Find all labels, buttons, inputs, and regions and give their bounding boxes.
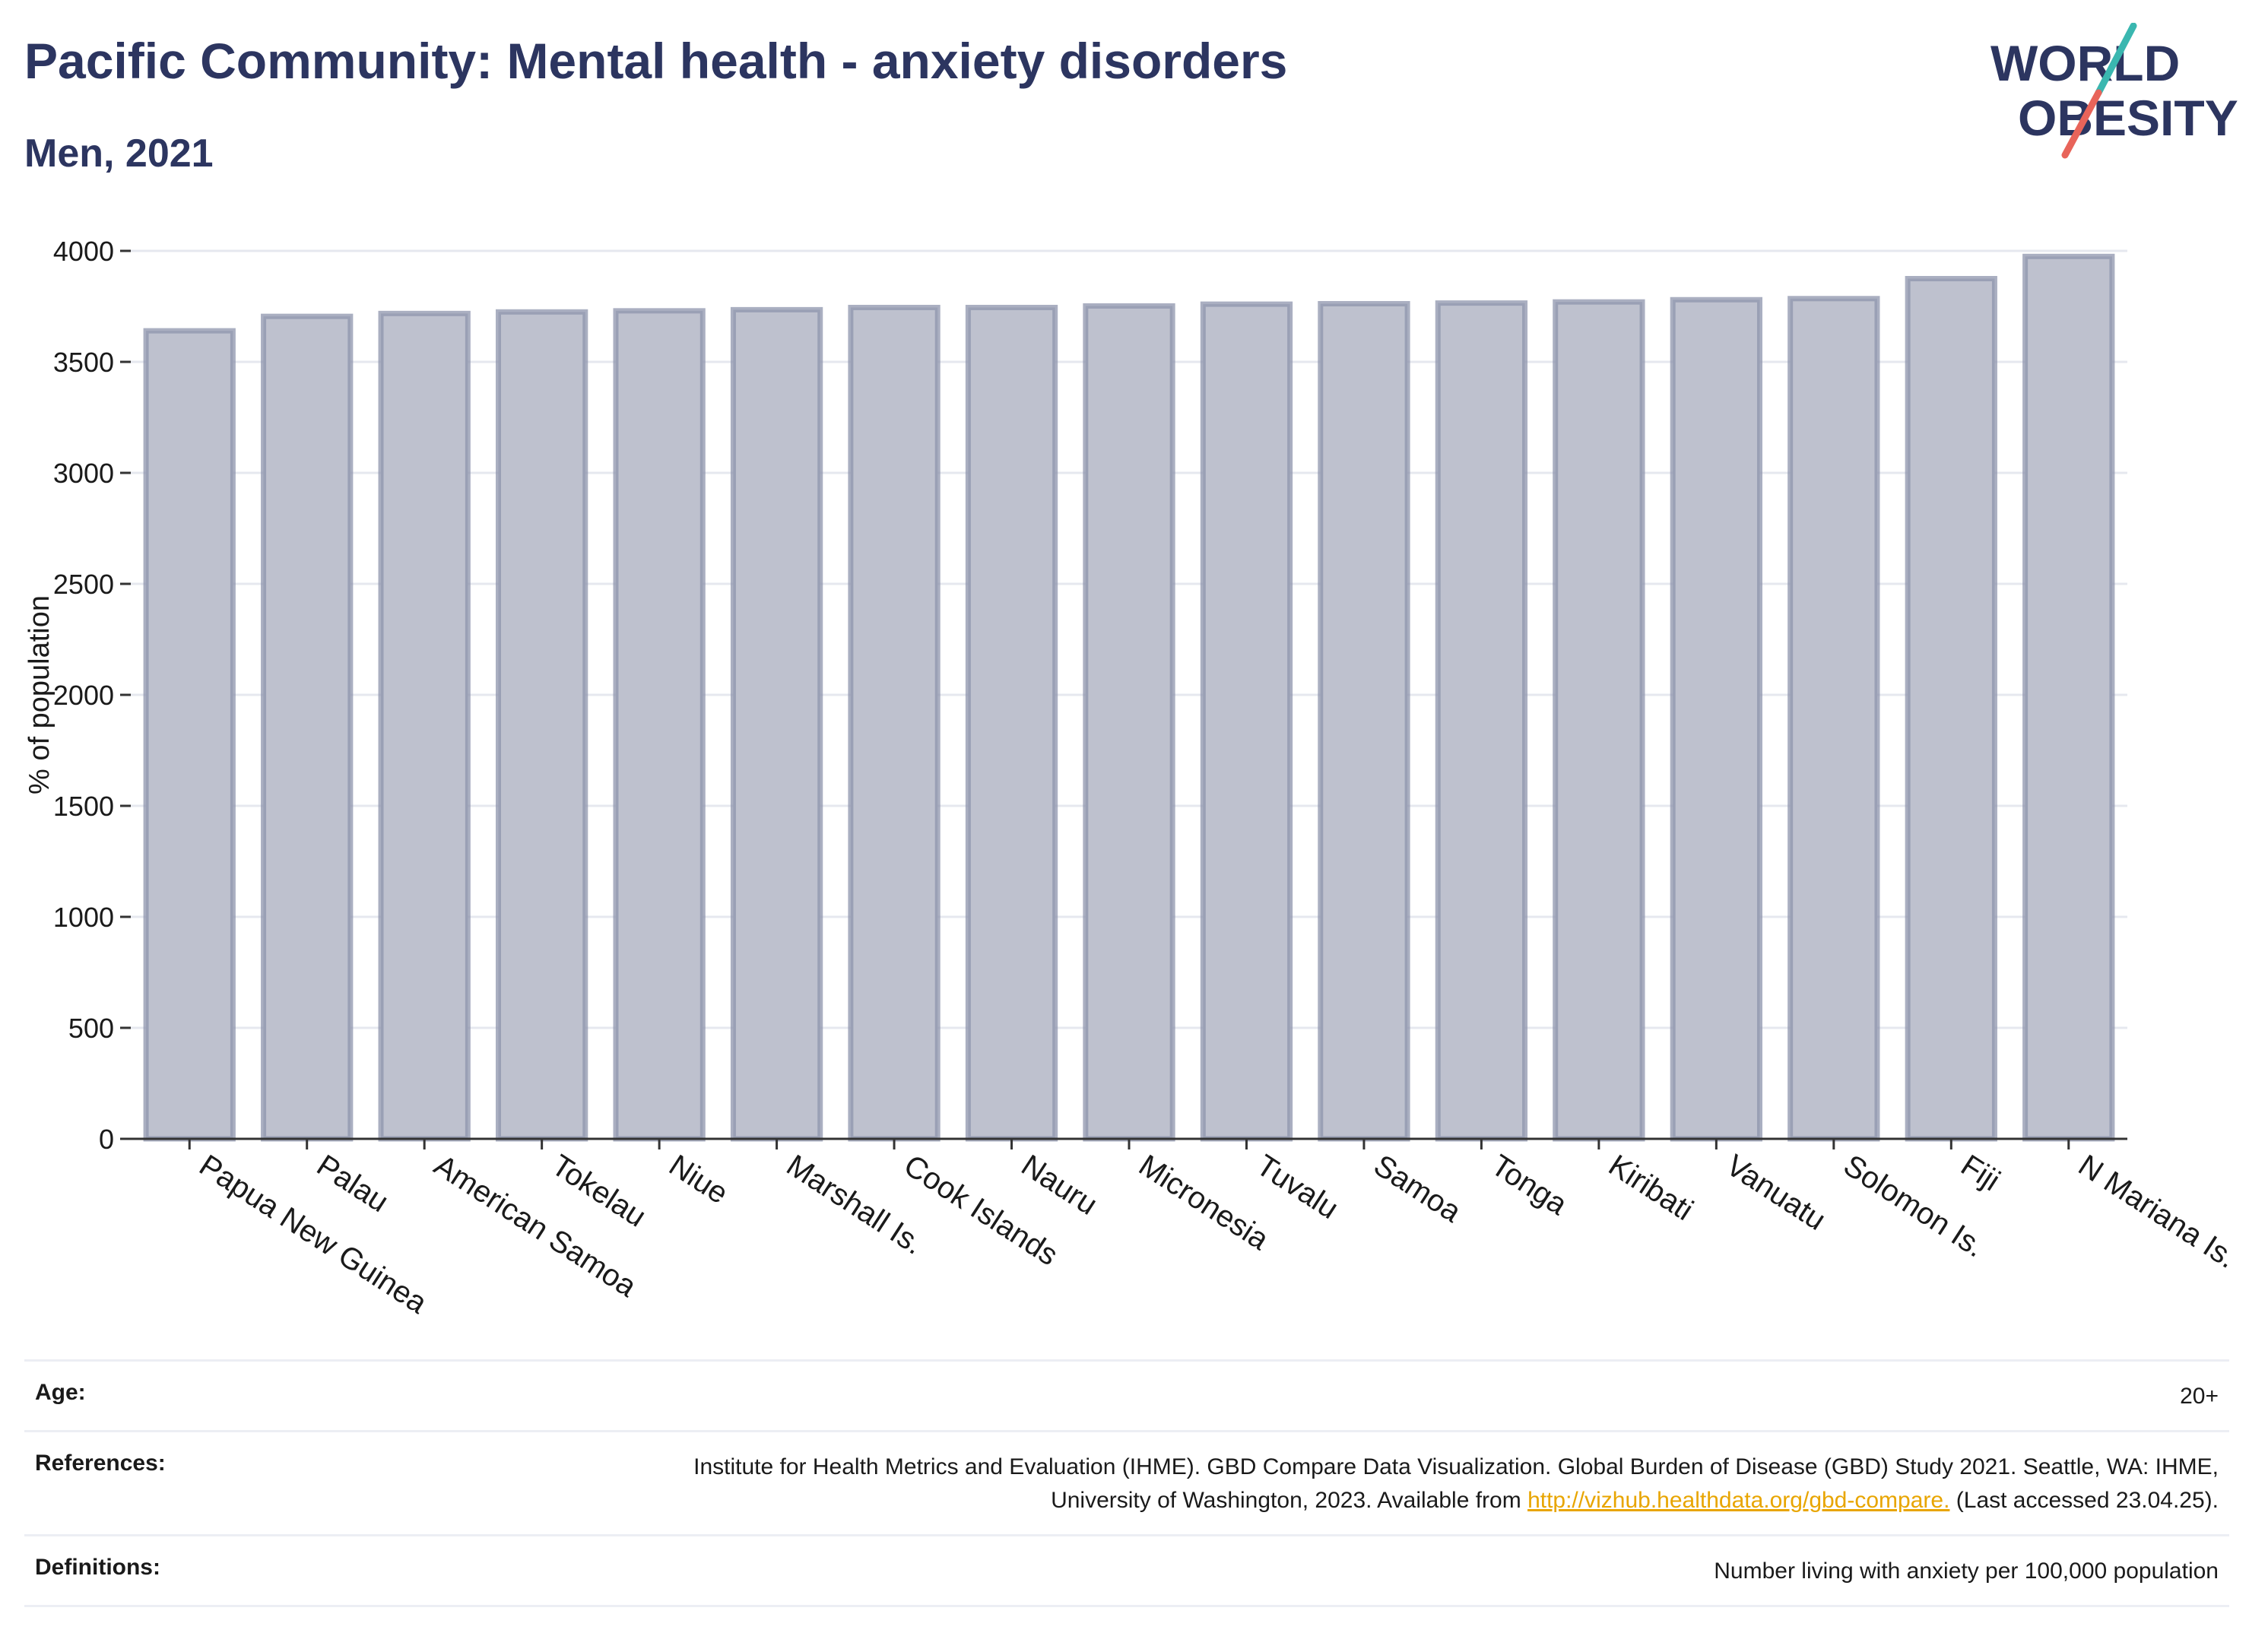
bar <box>613 308 706 1142</box>
bar <box>261 313 354 1142</box>
x-tick-label: Tokelau <box>546 1149 652 1234</box>
x-tick-label: Tonga <box>1486 1149 1574 1222</box>
bar <box>848 304 941 1142</box>
bar <box>143 328 236 1142</box>
x-tick-label: Niue <box>663 1149 734 1211</box>
x-tick-label: Samoa <box>1368 1149 1467 1229</box>
y-tick-label: 4000 <box>53 236 114 267</box>
x-tick-label: Tuvalu <box>1251 1149 1344 1226</box>
info-row-references: References: Institute for Health Metrics… <box>24 1430 2229 1534</box>
x-tick-label: American Samoa <box>428 1149 642 1304</box>
world-obesity-logo: WORLD OBESITY <box>1990 23 2238 159</box>
logo-slash-teal <box>2095 23 2137 97</box>
y-tick-label: 500 <box>68 1013 114 1044</box>
references-text-4: 23.04.25). <box>2115 1488 2219 1513</box>
bar <box>1435 300 1528 1142</box>
bar <box>1787 296 1880 1142</box>
info-table: Age: 20+ References: Institute for Healt… <box>24 1359 2229 1607</box>
x-tick-label: Kiribati <box>1603 1149 1699 1227</box>
definitions-label: Definitions: <box>35 1555 160 1580</box>
y-axis-ticks: 0 500 1000 1500 2000 2500 3000 3500 4000 <box>53 236 131 1155</box>
references-text-1: Institute for Health Metrics and Evaluat… <box>693 1454 2017 1479</box>
age-label: Age: <box>35 1380 86 1405</box>
logo-text-obesity: OBESITY <box>2018 90 2238 146</box>
bar <box>378 310 471 1142</box>
chart-title: Pacific Community: Mental health - anxie… <box>24 33 1288 89</box>
bar <box>730 306 823 1142</box>
x-tick-label: Micronesia <box>1133 1149 1275 1257</box>
bar <box>1200 301 1293 1142</box>
logo-slash-red <box>2061 89 2102 159</box>
y-tick-label: 3500 <box>53 347 114 378</box>
bar <box>2022 253 2115 1142</box>
y-axis-label: % of population <box>24 595 56 794</box>
references-label: References: <box>35 1451 166 1476</box>
definitions-value: Number living with anxiety per 100,000 p… <box>1714 1558 2219 1584</box>
x-tick-label: Nauru <box>1016 1149 1103 1222</box>
y-tick-label: 2000 <box>53 680 114 711</box>
y-tick-label: 2500 <box>53 569 114 600</box>
logo-text-world: WORLD <box>1990 35 2180 91</box>
y-tick-label: 3000 <box>53 458 114 489</box>
y-tick-label: 1500 <box>53 791 114 822</box>
age-value: 20+ <box>2180 1384 2219 1409</box>
bars <box>143 253 2115 1142</box>
bar <box>965 304 1058 1142</box>
x-tick-label: N Mariana Is. <box>2073 1149 2242 1275</box>
references-value: Institute for Health Metrics and Evaluat… <box>668 1451 2219 1517</box>
info-row-definitions: Definitions: Number living with anxiety … <box>24 1534 2229 1607</box>
y-tick-label: 0 <box>99 1124 114 1155</box>
x-tick-label: Vanuatu <box>1720 1149 1831 1237</box>
bar <box>1553 299 1645 1142</box>
references-link[interactable]: http://vizhub.healthdata.org/gbd-compare… <box>1527 1488 1950 1513</box>
x-tick-label: Palau <box>311 1149 395 1219</box>
bar <box>1083 303 1175 1142</box>
bar <box>1318 300 1410 1142</box>
info-row-age: Age: 20+ <box>24 1359 2229 1430</box>
y-tick-label: 1000 <box>53 902 114 933</box>
bar <box>1670 296 1763 1142</box>
x-tick-label: Fiji <box>1955 1149 2006 1198</box>
references-text-3: (Last accessed <box>1956 1488 2110 1513</box>
bar <box>1905 276 1997 1142</box>
bar <box>495 309 588 1142</box>
references-text-2: Seattle, WA: IHME, University of Washing… <box>1051 1454 2219 1513</box>
chart-subtitle: Men, 2021 <box>24 132 214 176</box>
